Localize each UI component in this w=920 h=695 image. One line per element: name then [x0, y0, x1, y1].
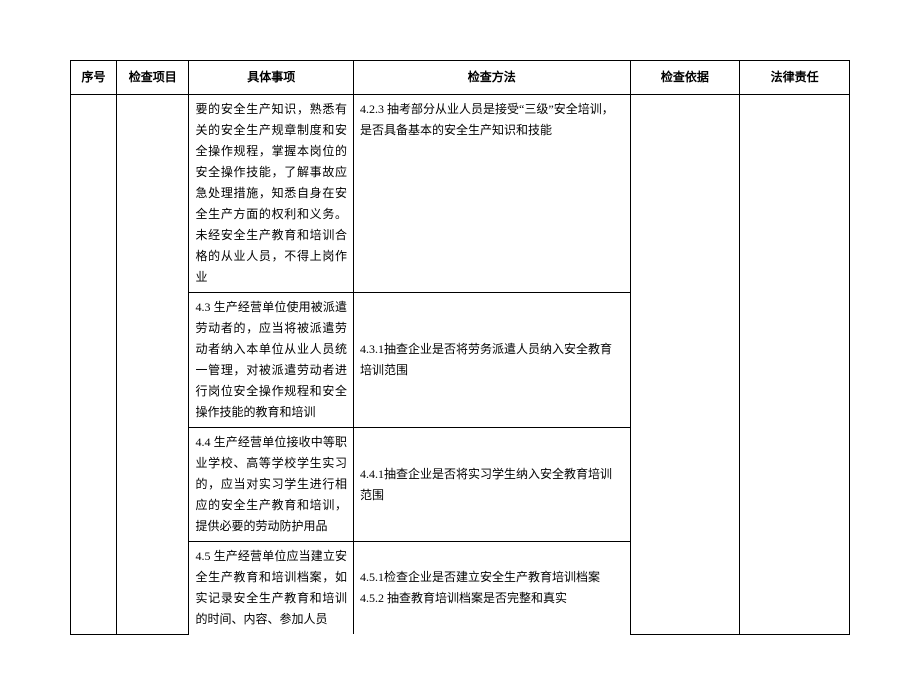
cell-seq	[71, 293, 117, 428]
cell-method: 4.3.1抽查企业是否将劳务派遣人员纳入安全教育培训范围	[354, 293, 630, 428]
cell-liability	[740, 428, 850, 542]
header-matter: 具体事项	[189, 61, 354, 95]
cell-method: 4.4.1抽查企业是否将实习学生纳入安全教育培训范围	[354, 428, 630, 542]
cell-method: 4.5.1检查企业是否建立安全生产教育培训档案4.5.2 抽查教育培训档案是否完…	[354, 542, 630, 635]
cell-seq	[71, 428, 117, 542]
table-row: 要的安全生产知识，熟悉有关的安全生产规章制度和安全操作规程，掌握本岗位的安全操作…	[71, 95, 850, 293]
table-header-row: 序号 检查项目 具体事项 检查方法 检查依据 法律责任	[71, 61, 850, 95]
header-basis: 检查依据	[630, 61, 740, 95]
header-seq: 序号	[71, 61, 117, 95]
header-method: 检查方法	[354, 61, 630, 95]
cell-liability	[740, 542, 850, 635]
header-liability: 法律责任	[740, 61, 850, 95]
table-row: 4.4 生产经营单位接收中等职业学校、高等学校学生实习的，应当对实习学生进行相应…	[71, 428, 850, 542]
cell-basis	[630, 95, 740, 293]
cell-item	[117, 428, 189, 542]
cell-liability	[740, 293, 850, 428]
cell-method: 4.2.3 抽考部分从业人员是接受“三级”安全培训，是否具备基本的安全生产知识和…	[354, 95, 630, 293]
inspection-table: 序号 检查项目 具体事项 检查方法 检查依据 法律责任 要的安全生产知识，熟悉有…	[70, 60, 850, 635]
cell-seq	[71, 542, 117, 635]
header-item: 检查项目	[117, 61, 189, 95]
cell-matter: 4.3 生产经营单位使用被派遣劳动者的，应当将被派遣劳动者纳入本单位从业人员统一…	[189, 293, 354, 428]
cell-item	[117, 542, 189, 635]
cell-basis	[630, 542, 740, 635]
cell-item	[117, 293, 189, 428]
cell-basis	[630, 293, 740, 428]
table-row: 4.5 生产经营单位应当建立安全生产教育和培训档案，如实记录安全生产教育和培训的…	[71, 542, 850, 635]
cell-item	[117, 95, 189, 293]
table-row: 4.3 生产经营单位使用被派遣劳动者的，应当将被派遣劳动者纳入本单位从业人员统一…	[71, 293, 850, 428]
cell-seq	[71, 95, 117, 293]
cell-matter: 要的安全生产知识，熟悉有关的安全生产规章制度和安全操作规程，掌握本岗位的安全操作…	[189, 95, 354, 293]
cell-matter: 4.4 生产经营单位接收中等职业学校、高等学校学生实习的，应当对实习学生进行相应…	[189, 428, 354, 542]
cell-matter: 4.5 生产经营单位应当建立安全生产教育和培训档案，如实记录安全生产教育和培训的…	[189, 542, 354, 635]
cell-liability	[740, 95, 850, 293]
cell-basis	[630, 428, 740, 542]
